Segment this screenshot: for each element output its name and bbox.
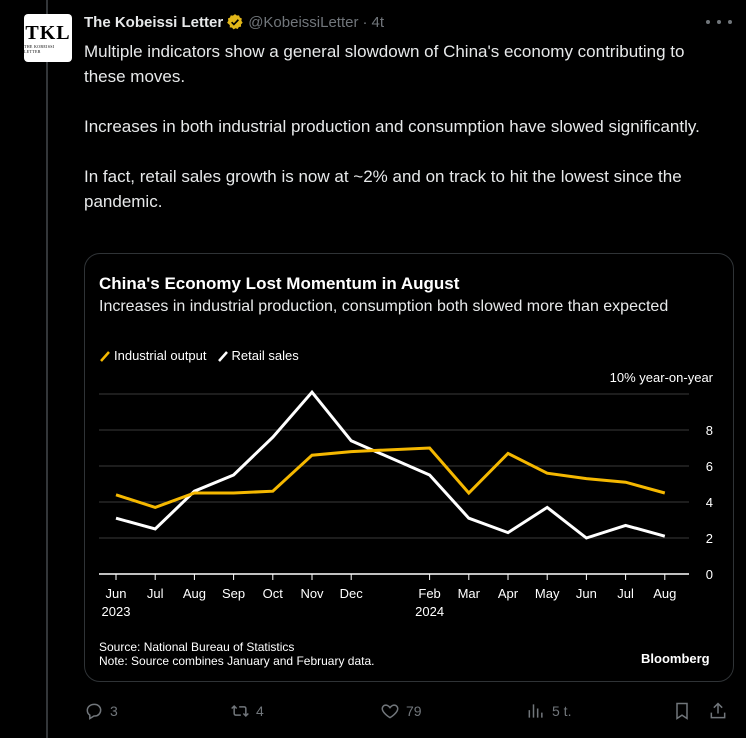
x-tick-label: Jun <box>576 586 597 601</box>
header-separator: · <box>362 13 368 31</box>
thread-line <box>46 0 48 738</box>
x-tick-year-label: 2024 <box>415 604 444 619</box>
like-count: 79 <box>406 703 422 719</box>
views-button[interactable]: 5 t. <box>526 697 571 725</box>
bloomberg-logo: Bloomberg <box>641 651 710 666</box>
x-tick-label: Dec <box>340 586 364 601</box>
chart-source: Source: National Bureau of Statistics No… <box>99 640 374 668</box>
x-tick-label: May <box>535 586 560 601</box>
reply-count: 3 <box>110 703 118 719</box>
tweet-header: The Kobeissi Letter @KobeissiLetter · 4t <box>84 11 384 33</box>
legend-label: Industrial output <box>114 348 207 363</box>
y-tick-label: 2 <box>706 531 713 546</box>
more-dot <box>706 20 710 24</box>
legend-swatch-icon <box>100 350 110 362</box>
tweet-time[interactable]: 4t <box>371 13 384 31</box>
x-tick-label: Jul <box>147 586 164 601</box>
source-line: Source: National Bureau of Statistics <box>99 640 295 654</box>
tweet-text: Multiple indicators show a general slowd… <box>84 39 724 214</box>
tweet-paragraph: Multiple indicators show a general slowd… <box>84 42 685 86</box>
x-tick-label: Aug <box>653 586 676 601</box>
tweet-paragraph: In fact, retail sales growth is now at ~… <box>84 167 682 211</box>
y-tick-label: 0 <box>706 567 713 582</box>
chart-card[interactable]: China's Economy Lost Momentum in August … <box>84 253 734 682</box>
more-options-icon[interactable] <box>706 12 732 32</box>
y-tick-label: 4 <box>706 495 713 510</box>
x-tick-label: Feb <box>418 586 440 601</box>
bookmark-icon <box>676 702 688 720</box>
series-line-retail-sales <box>115 389 666 540</box>
x-tick-label: Jun <box>106 586 127 601</box>
x-tick-label: Jul <box>617 586 634 601</box>
repost-icon <box>231 704 249 718</box>
heart-icon <box>381 704 399 719</box>
x-tick-label: Apr <box>498 586 519 601</box>
chart-subtitle: Increases in industrial production, cons… <box>99 298 669 315</box>
line-chart: Jun 2023 Jul Aug Sep Oct Nov Dec Feb 2024 Mar Apr Ma… <box>99 370 714 619</box>
series-line-industrial-output <box>115 446 666 509</box>
bookmark-button[interactable] <box>672 697 698 725</box>
legend-item-retail-sales: Retail sales <box>217 348 299 363</box>
legend-swatch-icon <box>217 350 228 362</box>
repost-count: 4 <box>256 703 264 719</box>
repost-button[interactable]: 4 <box>230 697 264 725</box>
reply-button[interactable]: 3 <box>84 697 118 725</box>
avatar-subtitle: THE KOBEISSI LETTER <box>24 43 55 54</box>
note-line: Note: Source combines January and Februa… <box>99 654 375 668</box>
tweet-actions: 3 4 79 5 t. <box>84 697 734 725</box>
more-dot <box>728 20 732 24</box>
verified-badge-icon[interactable] <box>226 13 244 31</box>
views-count: 5 t. <box>552 703 572 719</box>
share-button[interactable] <box>708 697 734 725</box>
legend-item-industrial-output: Industrial output <box>99 348 207 363</box>
chart-legend: Industrial output Retail sales <box>99 348 309 363</box>
chart-title: China's Economy Lost Momentum in August <box>99 274 460 293</box>
author-name[interactable]: The Kobeissi Letter <box>84 13 224 31</box>
avatar[interactable]: TKL THE KOBEISSI LETTER <box>24 14 72 62</box>
y-tick-label: 8 <box>706 423 713 438</box>
y-tick-label: 6 <box>706 459 713 474</box>
x-tick-label: Mar <box>458 586 481 601</box>
x-tick-year-label: 2023 <box>102 604 131 619</box>
views-icon <box>528 704 543 718</box>
avatar-monogram: TKL <box>25 21 71 44</box>
x-tick-label: Aug <box>183 586 206 601</box>
x-tick-label: Nov <box>300 586 324 601</box>
y-axis-unit-label: 10% year-on-year <box>610 370 714 385</box>
more-dot <box>717 20 721 24</box>
reply-icon <box>86 703 102 720</box>
tweet-paragraph: Increases in both industrial production … <box>84 117 700 136</box>
author-handle[interactable]: @KobeissiLetter <box>248 13 359 31</box>
x-tick-label: Sep <box>222 586 245 601</box>
legend-label: Retail sales <box>231 348 299 363</box>
x-tick-label: Oct <box>263 586 284 601</box>
share-icon <box>710 702 726 719</box>
like-button[interactable]: 79 <box>380 697 422 725</box>
